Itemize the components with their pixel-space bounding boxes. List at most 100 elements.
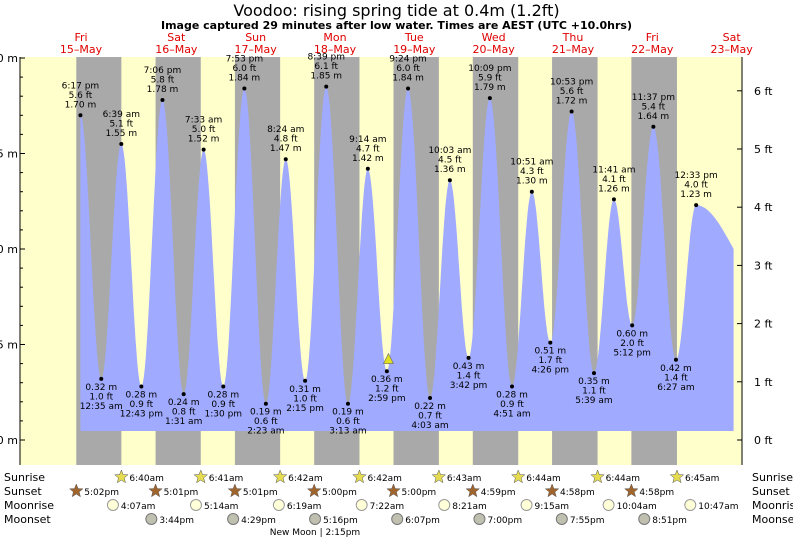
day-label-dow: Thu: [562, 31, 584, 44]
tide-label: 1:30 pm: [205, 410, 243, 420]
tide-point: [119, 141, 124, 146]
tide-point: [651, 124, 656, 129]
tide-label: 0.36 m: [371, 375, 403, 385]
sunrise-icon: [510, 469, 526, 484]
sunset-icon: [148, 483, 163, 498]
tide-point: [303, 378, 308, 383]
day-label-dow: Fri: [74, 31, 87, 44]
moonrise-time: 9:15am: [535, 502, 570, 512]
tide-label: 8:39 pm: [307, 53, 345, 63]
tide-label: 5:12 pm: [613, 348, 651, 358]
tide-label: 4.5 ft: [438, 156, 462, 166]
moonset-time: 3:44pm: [159, 516, 194, 526]
tide-label: 0.9 ft: [211, 400, 235, 410]
tide-label: 10:51 am: [510, 158, 553, 168]
day-label-dow: Wed: [482, 31, 506, 44]
right-tick-label: 2 ft: [754, 318, 773, 331]
moonrise-time: 8:21am: [452, 502, 487, 512]
tide-label: 3:13 am: [329, 427, 366, 437]
day-label-date: 17–May: [235, 43, 278, 56]
tide-label: 1.84 m: [392, 74, 424, 84]
moonset-icon: [473, 513, 486, 525]
sunrise-icon: [431, 469, 447, 484]
sunrise-time: 6:43am: [447, 474, 482, 484]
tide-label: 11:37 pm: [632, 93, 675, 103]
tide-label: 0.28 m: [207, 391, 239, 401]
sunset-time: 5:01pm: [164, 488, 199, 498]
tide-label: 0.31 m: [289, 385, 321, 395]
moon-phase-label: New Moon | 2:15pm: [270, 528, 360, 538]
tide-point: [569, 109, 574, 114]
current-tide-marker: [382, 352, 394, 364]
tide-label: 5.6 ft: [560, 87, 584, 97]
tide-point: [447, 178, 452, 183]
tide-label: 4.1 ft: [602, 175, 626, 185]
tide-label: 5.6 ft: [69, 91, 93, 101]
moonrise-icon: [272, 499, 285, 511]
left-tick-label: 0.0 m: [0, 434, 18, 447]
tide-label: 0.60 m: [616, 329, 648, 339]
sunrise-icon: [590, 469, 605, 484]
tide-label: 4.7 ft: [356, 144, 380, 154]
tide-label: 0.22 m: [414, 402, 446, 412]
row-label-left: Sunset: [4, 485, 42, 498]
tide-label: 0.28 m: [496, 391, 528, 401]
right-tick-label: 3 ft: [754, 259, 773, 272]
sunrise-icon: [352, 469, 367, 484]
day-label-date: 16–May: [155, 43, 198, 56]
tide-label: 0.6 ft: [336, 417, 360, 427]
sunset-time: 5:01pm: [243, 488, 278, 498]
tide-label: 1.36 m: [434, 165, 466, 175]
moonrise-time: 10:04am: [617, 502, 657, 512]
tide-label: 1.85 m: [310, 72, 342, 82]
day-label-date: 23–May: [711, 43, 754, 56]
tide-label: 12:33 pm: [674, 171, 717, 181]
sunrise-time: 6:42am: [367, 474, 402, 484]
moonrise-time: 4:07am: [121, 502, 156, 512]
tide-label: 1.0 ft: [293, 394, 317, 404]
tide-label: 1.55 m: [105, 129, 137, 139]
day-label-date: 21–May: [552, 43, 595, 56]
day-label-dow: Sat: [723, 31, 742, 44]
moonset-time: 4:29pm: [241, 516, 276, 526]
tide-label: 2:15 pm: [286, 404, 324, 414]
tide-point: [428, 395, 433, 400]
tide-label: 9:24 pm: [389, 55, 427, 65]
tide-label: 1.78 m: [147, 85, 179, 95]
left-tick-label: 1.5 m: [0, 148, 18, 161]
moonset-icon: [145, 513, 158, 525]
day-label-dow: Sat: [167, 31, 186, 44]
tide-area: [80, 86, 734, 431]
tide-label: 1.52 m: [188, 135, 220, 145]
tide-point: [673, 357, 678, 362]
moonrise-icon: [438, 499, 451, 511]
day-label-dow: Mon: [323, 31, 346, 44]
tide-label: 0.6 ft: [254, 417, 278, 427]
day-label-date: 19–May: [393, 43, 436, 56]
moonrise-icon: [520, 499, 533, 511]
moonrise-icon: [106, 499, 119, 511]
tide-label: 0.19 m: [250, 408, 282, 418]
tide-point: [630, 323, 635, 328]
tide-label: 1.23 m: [680, 190, 712, 200]
row-label-right: Moonset: [752, 513, 793, 526]
tide-point: [201, 147, 206, 152]
day-label-date: 15–May: [60, 43, 103, 56]
day-label-dow: Sun: [245, 31, 266, 44]
sunset-time: 5:02pm: [84, 488, 119, 498]
sunset-time: 5:00pm: [322, 488, 357, 498]
row-label-left: Moonset: [4, 513, 51, 526]
axes: 0.0 m 0.5 m 1.0 m 1.5 m 2.0 m 0 ft 1 ft 2 ft 3 f…: [0, 52, 773, 465]
day-labels: Fri15–MaySat16–MaySun17–MayMon18–MayTue1…: [60, 31, 753, 56]
tide-label: 6:17 pm: [62, 81, 100, 91]
moonset-time: 6:07pm: [405, 516, 440, 526]
sunset-time: 4:58pm: [639, 488, 674, 498]
tide-label: 0.9 ft: [130, 400, 154, 410]
tide-point: [139, 384, 144, 389]
tide-point: [611, 197, 616, 202]
left-tick-label: 1.0 m: [0, 243, 18, 256]
tide-label: 1.1 ft: [582, 387, 606, 397]
tide-point: [283, 157, 288, 162]
tide-label: 11:41 am: [592, 165, 635, 175]
